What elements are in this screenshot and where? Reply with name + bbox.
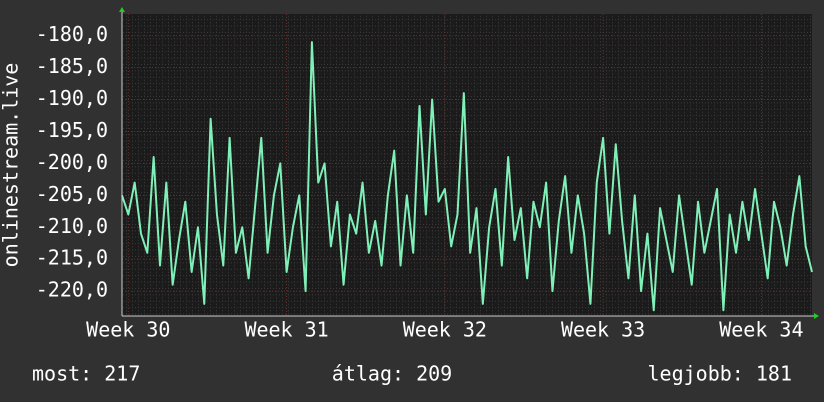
y-tick-label: -215,0 <box>36 246 108 270</box>
x-tick-label: Week 31 <box>244 318 328 342</box>
y-tick-label: -200,0 <box>36 150 108 174</box>
y-tick-label: -205,0 <box>36 182 108 206</box>
y-tick-label: -210,0 <box>36 214 108 238</box>
data-line <box>121 41 813 312</box>
y-tick-label: -180,0 <box>36 22 108 46</box>
x-tick-label: Week 30 <box>86 318 170 342</box>
y-tick-label: -185,0 <box>36 54 108 78</box>
x-tick-label: Week 34 <box>719 318 803 342</box>
y-tick-label: -190,0 <box>36 86 108 110</box>
axis-arrow <box>119 7 125 12</box>
x-tick-label: Week 32 <box>403 318 487 342</box>
x-tick-label: Week 33 <box>561 318 645 342</box>
stat-label: most: 217 <box>32 362 140 386</box>
stat-label: legjobb: 181 <box>648 362 793 386</box>
plot <box>121 14 813 316</box>
y-tick-label: -195,0 <box>36 118 108 142</box>
y-axis-label: onlinestream.live <box>0 63 23 268</box>
stat-label: átlag: 209 <box>332 362 452 386</box>
y-tick-label: -220,0 <box>36 278 108 302</box>
axis-arrow <box>814 313 819 319</box>
